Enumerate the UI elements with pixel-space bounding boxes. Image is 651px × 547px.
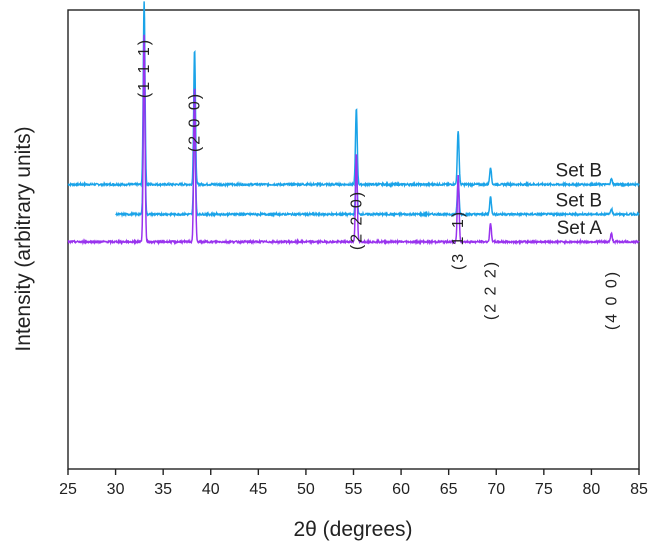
peak-label: (2 0 0) (187, 92, 204, 152)
series-group (67, 1, 640, 246)
peak-labels: (1 1 1) (2 0 0) (2 2 0) (3 1 1) (2 2 2) (4 0 … (136, 38, 620, 330)
x-axis-title: 2θ (degrees) (293, 518, 412, 541)
x-tick-label: 75 (535, 481, 553, 498)
x-tick-label: 70 (487, 481, 505, 498)
x-tick-label: 30 (107, 481, 125, 498)
x-tick-label: 25 (59, 481, 77, 498)
x-tick-label: 45 (249, 481, 267, 498)
x-tick-label: 55 (345, 481, 363, 498)
x-tick-label: 85 (630, 481, 648, 498)
peak-label: (2 2 2) (483, 260, 500, 320)
x-axis-ticks: 25 30 35 40 45 50 55 60 65 70 75 80 85 (59, 469, 648, 498)
x-tick-label: 65 (440, 481, 458, 498)
series-label: Set B (556, 190, 602, 211)
x-tick-label: 60 (392, 481, 410, 498)
peak-label: (2 2 0) (348, 190, 365, 250)
peak-label: (1 1 1) (136, 38, 153, 98)
x-tick-label: 40 (202, 481, 220, 498)
x-tick-label: 50 (297, 481, 315, 498)
x-tick-label: 80 (583, 481, 601, 498)
y-axis-title: Intensity (arbitrary units) (12, 126, 35, 351)
series-label: Set A (557, 218, 603, 239)
series-line-set-b-0 (67, 1, 640, 189)
series-label: Set B (556, 160, 602, 181)
peak-label: (4 0 0) (603, 270, 620, 330)
peak-label: (3 1 1) (450, 210, 467, 270)
series-line-set-a-2 (67, 34, 640, 246)
series-labels: Set B Set B Set A (556, 160, 603, 238)
x-tick-label: 35 (154, 481, 172, 498)
series-line-set-b-1 (115, 63, 640, 218)
